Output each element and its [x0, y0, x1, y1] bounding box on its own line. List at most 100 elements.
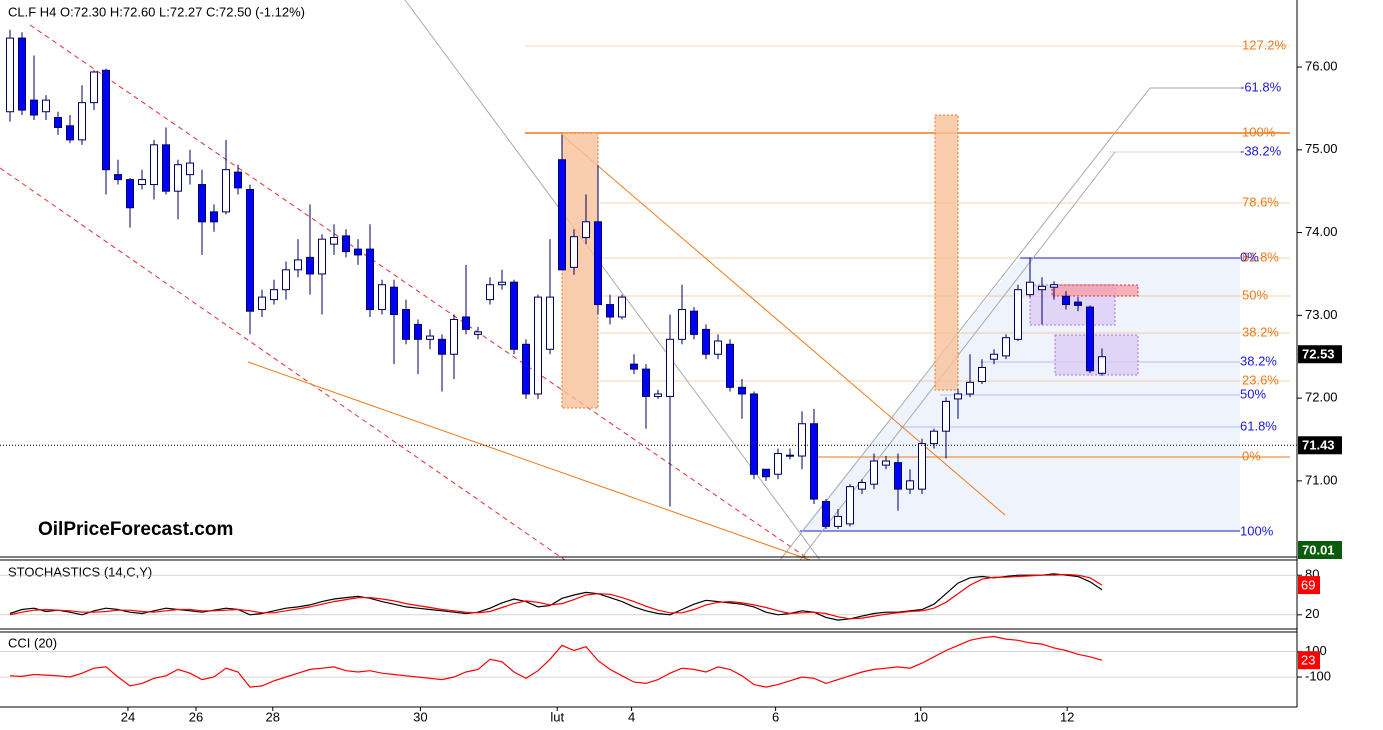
- candle-body: [809, 423, 818, 500]
- fib-label: 61.8%: [1242, 249, 1279, 264]
- price-tag: [1298, 436, 1342, 455]
- y-tick-label: 75.00: [1305, 141, 1338, 156]
- candle-body: [173, 164, 182, 192]
- x-tick-label: 26: [189, 709, 203, 724]
- candle-body: [977, 366, 986, 383]
- candle-body: [365, 248, 374, 311]
- candle-body: [905, 480, 914, 490]
- candle-body: [197, 184, 206, 223]
- candle-body: [581, 221, 590, 239]
- candle-body: [545, 296, 554, 350]
- candle-body: [881, 460, 890, 466]
- candle-body: [665, 338, 674, 397]
- fib-label: -61.8%: [1240, 79, 1282, 94]
- trend-line: [561, 134, 1006, 516]
- candle-body: [893, 462, 902, 490]
- candle-body: [1049, 284, 1058, 288]
- candle-body: [425, 335, 434, 340]
- candle-body: [5, 37, 14, 113]
- highlight-box: [1051, 284, 1139, 297]
- x-tick-label: 30: [413, 709, 427, 724]
- candle-body: [377, 284, 386, 311]
- y-tick-label: 76.00: [1305, 58, 1338, 73]
- x-tick-label: 12: [1060, 709, 1074, 724]
- candle-body: [677, 309, 686, 340]
- candle-body: [593, 221, 602, 306]
- candle-body: [833, 515, 842, 527]
- chart-title: CL.F H4 O:72.30 H:72.60 L:72.27 C:72.50 …: [8, 4, 305, 19]
- candle-body: [869, 460, 878, 485]
- candle-body: [785, 454, 794, 457]
- candle-body: [953, 393, 962, 400]
- candles: [5, 29, 1106, 529]
- panel-title: STOCHASTICS (14,C,Y): [8, 564, 152, 579]
- candle-body: [149, 144, 158, 186]
- indicator-line: [9, 573, 1103, 620]
- y-tick-label: 73.00: [1305, 307, 1338, 322]
- candle-body: [449, 318, 458, 355]
- watermark: OilPriceForecast.com: [38, 519, 233, 540]
- candle-body: [857, 482, 866, 490]
- candle-body: [653, 393, 662, 397]
- fib-label: 61.8%: [1240, 418, 1277, 433]
- candle-body: [113, 174, 122, 181]
- candle-body: [305, 256, 314, 275]
- candle-body: [341, 235, 350, 253]
- fib-label: 38.2%: [1240, 353, 1277, 368]
- x-tick-label: 24: [121, 709, 135, 724]
- candle-body: [821, 501, 830, 527]
- fib-label: 0%: [1240, 249, 1259, 264]
- candle-body: [689, 310, 698, 335]
- highlight-box: [934, 114, 959, 391]
- candle-body: [605, 304, 614, 318]
- candle-body: [353, 248, 362, 256]
- candle-body: [17, 37, 26, 111]
- candle-body: [1061, 295, 1070, 306]
- candle-body: [29, 99, 38, 116]
- candle-body: [41, 99, 50, 113]
- x-tick-label: 6: [772, 709, 779, 724]
- x-tick-label: 10: [914, 709, 928, 724]
- candle-body: [293, 259, 302, 271]
- fib-label: 38.2%: [1242, 324, 1279, 339]
- candle-body: [185, 162, 194, 176]
- candle-body: [557, 159, 566, 271]
- y-tick-label: 20: [1305, 606, 1319, 621]
- highlight-box: [561, 132, 599, 409]
- candle-body: [437, 338, 446, 355]
- candle-body: [473, 331, 482, 335]
- candle-body: [329, 237, 338, 245]
- candle-body: [1037, 285, 1046, 291]
- fib-label: 100%: [1240, 523, 1274, 538]
- candle-body: [485, 284, 494, 301]
- candle-body: [1025, 281, 1034, 296]
- channel-line: [0, 167, 566, 561]
- candle-body: [1085, 306, 1094, 372]
- y-tick-label: -100: [1305, 668, 1331, 683]
- candle-body: [53, 117, 62, 128]
- candle-body: [125, 179, 134, 209]
- fib-label: 127.2%: [1242, 37, 1287, 52]
- last-value-tag: [1298, 576, 1320, 595]
- last-value-tag: [1298, 651, 1320, 670]
- candle-body: [509, 281, 518, 350]
- candle-body: [965, 381, 974, 395]
- candle-body: [389, 286, 398, 316]
- candle-body: [737, 386, 746, 395]
- candle-body: [725, 343, 734, 388]
- candle-body: [89, 71, 98, 104]
- candle-body: [257, 296, 266, 311]
- fib-label: 0%: [1242, 448, 1261, 463]
- candle-body: [701, 328, 710, 355]
- candle-body: [1013, 289, 1022, 340]
- candle-body: [773, 453, 782, 475]
- fib-label: 23.6%: [1242, 372, 1279, 387]
- candle-body: [1097, 356, 1106, 374]
- fib-label: 50%: [1242, 287, 1268, 302]
- candle-body: [929, 430, 938, 445]
- fib-label: 50%: [1240, 386, 1266, 401]
- trend-line: [779, 87, 1240, 561]
- candle-body: [317, 238, 326, 275]
- candle-body: [521, 343, 530, 395]
- candle-body: [641, 368, 650, 397]
